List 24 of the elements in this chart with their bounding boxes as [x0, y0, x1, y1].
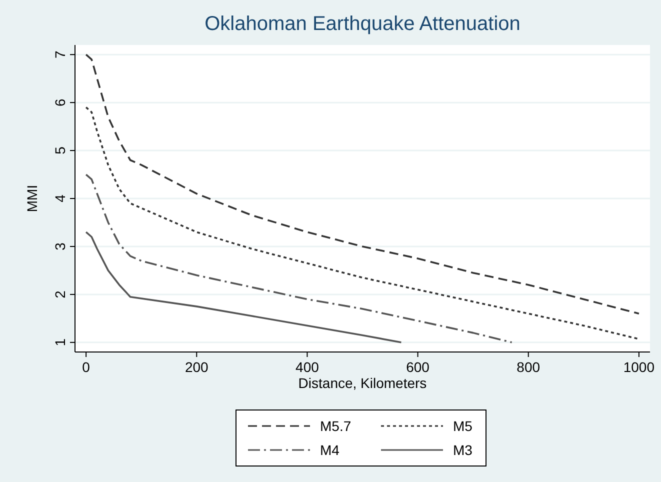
- legend-label: M4: [320, 442, 340, 458]
- x-tick-label: 400: [296, 359, 320, 375]
- y-tick-label: 7: [52, 50, 68, 58]
- y-tick-label: 4: [52, 194, 68, 202]
- line-series: [85, 54, 640, 315]
- y-tick-label: 5: [52, 146, 68, 154]
- chart-title: Oklahoman Earthquake Attenuation: [204, 13, 520, 35]
- line-series: [85, 106, 640, 340]
- x-axis-title: Distance, Kilometers: [298, 375, 427, 391]
- legend-label: M5: [453, 418, 473, 434]
- legend-label: M3: [453, 442, 473, 458]
- y-tick-label: 6: [52, 98, 68, 106]
- legend-label: M5.7: [320, 418, 352, 434]
- x-tick-label: 600: [406, 359, 430, 375]
- x-tick-label: 800: [516, 359, 540, 375]
- x-tick-label: 1000: [623, 359, 655, 375]
- y-axis-title: MMI: [24, 184, 40, 212]
- y-tick-label: 1: [52, 338, 68, 346]
- line-series: [85, 231, 402, 344]
- x-tick-label: 200: [184, 359, 209, 375]
- x-tick-label: 0: [82, 359, 90, 375]
- line-series: [85, 174, 513, 344]
- y-tick-label: 2: [52, 290, 68, 298]
- y-tick-label: 3: [52, 242, 68, 250]
